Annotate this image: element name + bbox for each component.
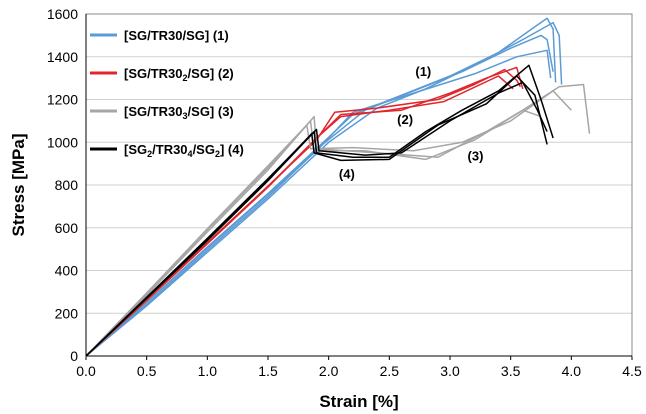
series-group	[85, 66, 524, 357]
y-axis-title: Stress [MPa]	[9, 134, 28, 237]
legend-text-part: [SG/TR30	[124, 104, 183, 119]
legend-label: [SG/TR30/SG] (1)	[124, 28, 229, 43]
legend-subscript: 4	[188, 149, 193, 159]
series-line	[85, 64, 554, 357]
series-group	[85, 64, 554, 357]
legend-item: [SG/TR30/SG] (1)	[90, 28, 229, 43]
legend-subscript: 2	[215, 149, 220, 159]
series-group	[85, 83, 591, 357]
x-tick-label: 1.0	[198, 363, 218, 379]
x-tick-label: 2.0	[319, 363, 339, 379]
y-tick-label: 200	[55, 305, 79, 321]
y-tick-label: 1200	[47, 92, 78, 108]
curve-annotation: (2)	[397, 112, 413, 127]
curve-annotation: (4)	[339, 167, 355, 182]
curve-annotation: (1)	[415, 64, 431, 79]
axes: 0 200 400 600 800 1000 1200 1400 1600 0.0 0.5 1.0 1.…	[47, 6, 642, 379]
legend-subscript: 3	[183, 111, 188, 121]
y-tick-label: 600	[55, 220, 79, 236]
legend-subscript: 2	[183, 73, 188, 83]
legend-text-part: /TR30	[152, 142, 187, 157]
series-line	[85, 83, 591, 357]
legend-label: [SG2/TR304/SG2] (4)	[124, 142, 244, 159]
series-line	[85, 90, 572, 357]
legend-text-part: /SG	[193, 142, 215, 157]
curve-annotation: (3)	[468, 148, 484, 163]
y-tick-label: 1000	[47, 134, 78, 150]
x-tick-label: 0.5	[137, 363, 157, 379]
legend-text-part: /SG] (3)	[188, 104, 234, 119]
series-line	[85, 75, 548, 357]
series-line	[85, 49, 552, 357]
series-line	[85, 81, 548, 357]
series-line	[85, 21, 563, 357]
legend-item: [SG/TR302/SG] (2)	[90, 66, 234, 83]
legend-text-part: ] (4)	[220, 142, 244, 157]
series-layer	[85, 17, 591, 357]
x-tick-label: 2.5	[380, 363, 400, 379]
annotations: (1) (2) (3) (4)	[339, 64, 484, 182]
legend-text-part: [SG	[124, 142, 147, 157]
x-tick-label: 3.0	[440, 363, 460, 379]
legend-label: [SG/TR302/SG] (2)	[124, 66, 234, 83]
x-tick-label: 3.5	[501, 363, 521, 379]
legend-text-part: [SG/TR30	[124, 66, 183, 81]
y-tick-label: 800	[55, 177, 79, 193]
y-tick-label: 0	[70, 348, 78, 364]
series-line	[85, 75, 514, 357]
y-tick-label: 1600	[47, 6, 78, 22]
x-tick-label: 4.0	[562, 363, 582, 379]
legend-text-part: /SG] (2)	[188, 66, 234, 81]
legend-item: [SG2/TR304/SG2] (4)	[90, 142, 244, 159]
x-axis-title: Strain [%]	[319, 392, 398, 411]
legend-item: [SG/TR303/SG] (3)	[90, 104, 234, 121]
legend: [SG/TR30/SG] (1)[SG/TR302/SG] (2)[SG/TR3…	[90, 28, 244, 159]
y-tick-label: 1400	[47, 49, 78, 65]
y-tick-label: 400	[55, 263, 79, 279]
legend-subscript: 2	[147, 149, 152, 159]
x-tick-label: 4.5	[622, 363, 642, 379]
series-group	[85, 17, 563, 357]
x-tick-label: 0.0	[76, 363, 96, 379]
x-tick-label: 1.5	[258, 363, 278, 379]
legend-label: [SG/TR303/SG] (3)	[124, 104, 234, 121]
legend-text-part: [SG/TR30/SG] (1)	[124, 28, 229, 43]
